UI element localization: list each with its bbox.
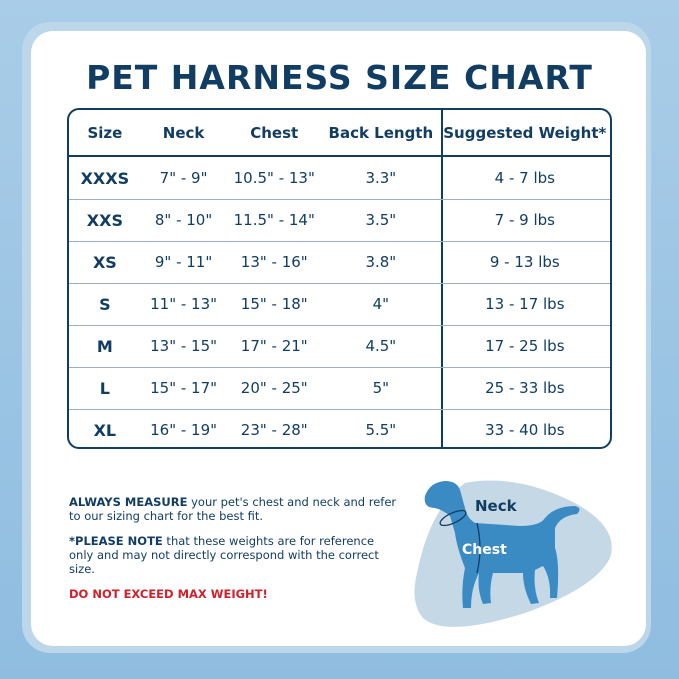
header-back-length: Back Length — [328, 123, 434, 142]
chest-cell: 11.5" - 14" — [233, 211, 315, 229]
table-row: XL 16" - 19" 23" - 28" 5.5" 33 - 40 lbs — [69, 409, 610, 447]
notes: ALWAYS MEASURE your pet's chest and neck… — [69, 495, 399, 612]
header-neck: Neck — [162, 123, 205, 142]
warning-text: DO NOT EXCEED MAX WEIGHT! — [69, 587, 268, 601]
measure-note: ALWAYS MEASURE your pet's chest and neck… — [69, 495, 397, 523]
size-cell: S — [99, 294, 111, 314]
size-cell: XS — [92, 252, 117, 272]
please-note: *PLEASE NOTE that these weights are for … — [69, 534, 379, 576]
neck-cell: 11" - 13" — [150, 295, 218, 313]
table-row: XS 9" - 11" 13" - 16" 3.8" 9 - 13 lbs — [69, 241, 610, 284]
dog-measurement-diagram: Neck Chest — [414, 480, 612, 627]
back-length-cell: 3.5" — [365, 211, 397, 229]
back-length-cell: 4.5" — [365, 337, 397, 355]
size-table: Size Neck Chest Back Length Suggested We… — [67, 108, 612, 449]
table-row: S 11" - 13" 15" - 18" 4" 13 - 17 lbs — [69, 283, 610, 326]
neck-cell: 13" - 15" — [150, 337, 218, 355]
back-length-cell: 5.5" — [365, 421, 397, 439]
size-cell: XL — [93, 420, 117, 440]
size-cell: M — [96, 336, 113, 356]
chest-cell: 13" - 16" — [240, 253, 308, 271]
chest-cell: 23" - 28" — [240, 421, 308, 439]
weight-cell: 9 - 13 lbs — [489, 253, 560, 271]
size-cell: L — [99, 378, 110, 398]
table-row: M 13" - 15" 17" - 21" 4.5" 17 - 25 lbs — [69, 325, 610, 368]
chest-strap — [476, 522, 481, 574]
header-weight: Suggested Weight* — [443, 123, 607, 142]
chest-cell: 15" - 18" — [240, 295, 308, 313]
neck-cell: 7" - 9" — [159, 169, 208, 187]
back-length-cell: 4" — [372, 295, 390, 313]
dog-silhouette-icon — [424, 481, 580, 608]
neck-cell: 8" - 10" — [154, 211, 213, 229]
neck-strap — [439, 509, 467, 527]
weight-cell: 4 - 7 lbs — [494, 169, 555, 187]
header-chest: Chest — [250, 123, 299, 142]
weight-cell: 17 - 25 lbs — [485, 337, 565, 355]
table-row: XXS 8" - 10" 11.5" - 14" 3.5" 7 - 9 lbs — [69, 199, 610, 242]
column-divider — [441, 110, 443, 447]
size-cell: XXS — [86, 210, 123, 230]
table-header: Size Neck Chest Back Length Suggested We… — [69, 110, 610, 157]
back-length-cell: 5" — [372, 379, 390, 397]
neck-label: Neck — [475, 497, 518, 515]
chest-cell: 17" - 21" — [240, 337, 308, 355]
weight-cell: 13 - 17 lbs — [485, 295, 565, 313]
neck-cell: 15" - 17" — [150, 379, 218, 397]
weight-cell: 33 - 40 lbs — [485, 421, 565, 439]
size-cell: XXXS — [80, 168, 130, 188]
chest-cell: 20" - 25" — [240, 379, 308, 397]
chest-cell: 10.5" - 13" — [233, 169, 315, 187]
weight-cell: 7 - 9 lbs — [494, 211, 555, 229]
page-title: PET HARNESS SIZE CHART — [86, 58, 593, 97]
neck-cell: 16" - 19" — [150, 421, 218, 439]
back-length-cell: 3.3" — [365, 169, 397, 187]
back-length-cell: 3.8" — [365, 253, 397, 271]
table-row: L 15" - 17" 20" - 25" 5" 25 - 33 lbs — [69, 367, 610, 410]
neck-cell: 9" - 11" — [154, 253, 213, 271]
header-size: Size — [87, 123, 123, 142]
weight-cell: 25 - 33 lbs — [485, 379, 565, 397]
chest-label: Chest — [462, 542, 507, 558]
table-row: XXXS 7" - 9" 10.5" - 13" 3.3" 4 - 7 lbs — [69, 157, 610, 200]
